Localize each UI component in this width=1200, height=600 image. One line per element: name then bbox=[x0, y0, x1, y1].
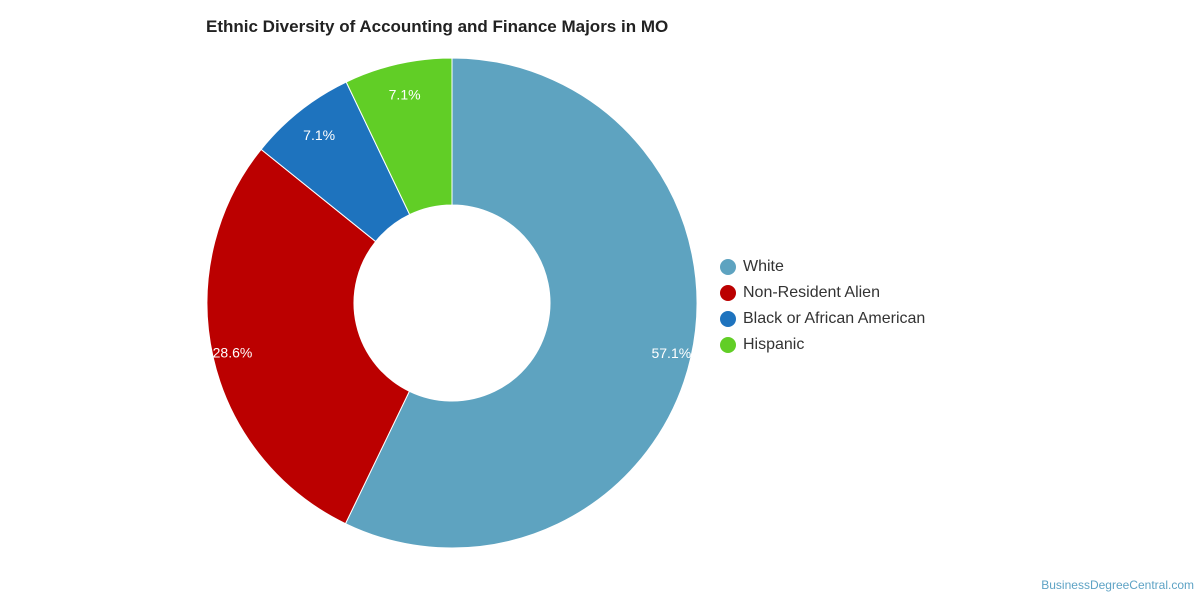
legend-label: White bbox=[743, 258, 784, 275]
slice-non-resident-alien[interactable] bbox=[206, 148, 411, 525]
slice-label-non-resident-alien: 28.6% bbox=[213, 344, 253, 360]
chart-legend: White Non-Resident Alien Black or African … bbox=[720, 254, 925, 358]
legend-item-non-resident-alien[interactable]: Non-Resident Alien bbox=[720, 280, 925, 306]
slice-label-white: 57.1% bbox=[651, 345, 691, 361]
slice-label-hispanic: 7.1% bbox=[389, 86, 421, 102]
legend-label: Hispanic bbox=[743, 336, 805, 353]
legend-item-white[interactable]: White bbox=[720, 254, 925, 280]
slice-hispanic[interactable] bbox=[345, 57, 453, 216]
source-credit[interactable]: BusinessDegreeCentral.com bbox=[1041, 578, 1194, 592]
legend-label: Black or African American bbox=[743, 310, 926, 327]
legend-swatch-icon bbox=[720, 311, 736, 327]
legend-label: Non-Resident Alien bbox=[743, 284, 880, 301]
legend-item-black-or-african-american[interactable]: Black or African American bbox=[720, 306, 925, 332]
slice-label-black-or-african-american: 7.1% bbox=[303, 127, 335, 143]
legend-swatch-icon bbox=[720, 285, 736, 301]
slice-white[interactable] bbox=[344, 57, 698, 549]
legend-swatch-icon bbox=[720, 337, 736, 353]
legend-item-hispanic[interactable]: Hispanic bbox=[720, 332, 925, 358]
chart-title: Ethnic Diversity of Accounting and Finan… bbox=[206, 17, 669, 36]
legend-swatch-icon bbox=[720, 259, 736, 275]
